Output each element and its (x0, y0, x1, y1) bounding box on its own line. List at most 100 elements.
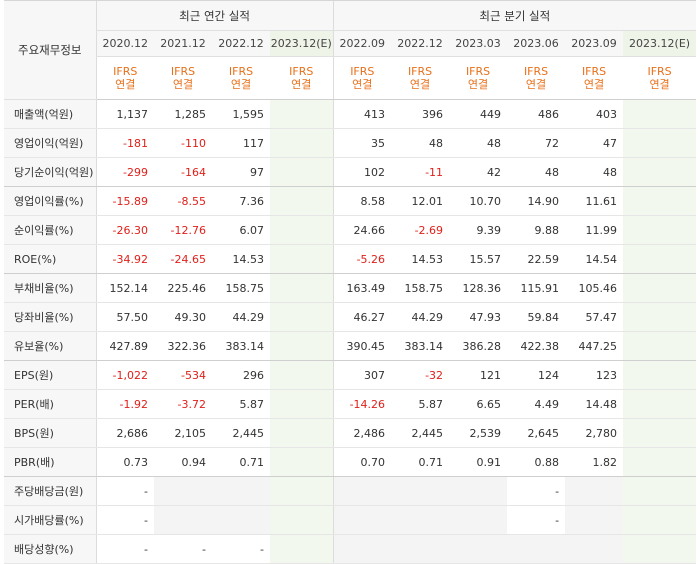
value-cell: 0.73 (95, 447, 154, 477)
value-cell: 6.65 (449, 389, 508, 419)
value-cell: 2,445 (391, 418, 450, 448)
value-cell: 14.53 (212, 244, 270, 274)
group-header-quarterly: 최근 분기 실적 (332, 0, 697, 31)
value-cell: 427.89 (95, 331, 154, 361)
value-cell: 14.53 (391, 244, 450, 274)
value-cell: 0.88 (507, 447, 566, 477)
value-cell: 5.87 (391, 389, 450, 419)
value-cell: -12.76 (154, 215, 212, 245)
value-cell: 48 (565, 157, 624, 187)
table-row: 당기순이익(억원) -299 -164 97 102 -11 42 48 48 (4, 157, 697, 187)
value-cell: 163.49 (332, 273, 392, 303)
group-header-annual: 최근 연간 실적 (95, 0, 334, 31)
table-row: BPS(원) 2,686 2,105 2,445 2,486 2,445 2,539 2,64… (4, 418, 697, 448)
value-cell: -164 (154, 157, 212, 187)
standard-consolidated: 연결 (525, 78, 547, 91)
value-cell: 5.87 (212, 389, 270, 419)
value-cell: 2,539 (449, 418, 508, 448)
value-cell: 6.07 (212, 215, 270, 245)
standard-consolidated: 연결 (291, 78, 312, 91)
value-cell: 0.71 (391, 447, 450, 477)
row-label: 영업이익률(%) (4, 186, 96, 216)
value-cell: 1,595 (212, 99, 270, 129)
value-cell (623, 360, 697, 390)
value-cell (623, 389, 697, 419)
value-cell (623, 418, 697, 448)
value-cell: 383.14 (391, 331, 450, 361)
value-cell: 97 (212, 157, 270, 187)
value-cell: -299 (95, 157, 154, 187)
value-cell: 2,105 (154, 418, 212, 448)
table-row: 매출액(억원) 1,137 1,285 1,595 413 396 449 486 403 (4, 99, 697, 129)
value-cell: 15.57 (449, 244, 508, 274)
value-cell: 296 (212, 360, 270, 390)
period-header: 2023.12(E) (270, 30, 334, 57)
value-cell: 121 (449, 360, 508, 390)
value-cell: 0.94 (154, 447, 212, 477)
value-cell: -24.65 (154, 244, 212, 274)
row-label: EPS(원) (4, 360, 96, 390)
value-cell: -11 (391, 157, 450, 187)
value-cell: -1,022 (95, 360, 154, 390)
value-cell (270, 534, 334, 564)
value-cell: 11.61 (565, 186, 624, 216)
standard-consolidated: 연결 (172, 78, 194, 91)
value-cell: -26.30 (95, 215, 154, 245)
value-cell: 390.45 (332, 331, 392, 361)
value-cell: - (95, 534, 154, 564)
value-cell: 1.82 (565, 447, 624, 477)
standard-consolidated: 연결 (115, 78, 136, 91)
value-cell: 413 (332, 99, 392, 129)
value-cell (449, 505, 508, 535)
value-cell: 11.99 (565, 215, 624, 245)
value-cell (623, 331, 697, 361)
value-cell (332, 476, 392, 506)
value-cell (270, 505, 334, 535)
value-cell (623, 128, 697, 158)
value-cell: -110 (154, 128, 212, 158)
value-cell: 44.29 (391, 302, 450, 332)
value-cell: 386.28 (449, 331, 508, 361)
row-label: 주당배당금(원) (4, 476, 96, 506)
accounting-standard-header: IFRS 연결 (449, 56, 508, 100)
standard-ifrs: IFRS (581, 65, 607, 78)
value-cell: 158.75 (212, 273, 270, 303)
value-cell: 123 (565, 360, 624, 390)
value-cell (565, 534, 624, 564)
value-cell: 57.50 (95, 302, 154, 332)
table-row: 배당성향(%) - - - (4, 534, 697, 564)
value-cell (212, 476, 270, 506)
value-cell: -15.89 (95, 186, 154, 216)
value-cell: -1.92 (95, 389, 154, 419)
row-label: 매출액(억원) (4, 99, 96, 129)
value-cell (270, 99, 334, 129)
value-cell (449, 476, 508, 506)
value-cell: 2,780 (565, 418, 624, 448)
value-cell (623, 476, 697, 506)
standard-consolidated: 연결 (649, 78, 670, 91)
period-header: 2023.03 (449, 30, 508, 57)
corner-label: 주요재무정보 (4, 0, 96, 100)
accounting-standard-header: IFRS 연결 (391, 56, 450, 100)
value-cell: 14.90 (507, 186, 566, 216)
accounting-standard-header: IFRS 연결 (565, 56, 624, 100)
value-cell: 9.88 (507, 215, 566, 245)
value-cell (623, 157, 697, 187)
standard-consolidated: 연결 (467, 78, 489, 91)
accounting-standard-header: IFRS 연결 (212, 56, 270, 100)
value-cell: 2,486 (332, 418, 392, 448)
value-cell: 14.54 (565, 244, 624, 274)
value-cell: -32 (391, 360, 450, 390)
value-cell: 447.25 (565, 331, 624, 361)
value-cell (623, 447, 697, 477)
row-label: 순이익률(%) (4, 215, 96, 245)
value-cell: 1,137 (95, 99, 154, 129)
table-row: 시가배당률(%) - - (4, 505, 697, 535)
value-cell: 396 (391, 99, 450, 129)
value-cell: 2,445 (212, 418, 270, 448)
value-cell (270, 389, 334, 419)
value-cell: 2,645 (507, 418, 566, 448)
value-cell (270, 360, 334, 390)
value-cell: 0.70 (332, 447, 392, 477)
value-cell: 9.39 (449, 215, 508, 245)
